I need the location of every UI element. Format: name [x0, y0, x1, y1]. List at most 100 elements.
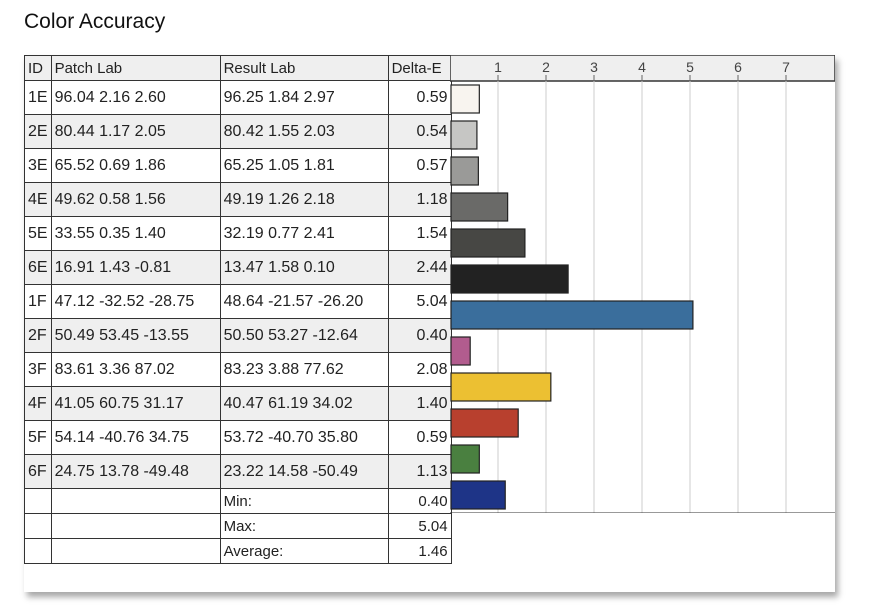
bar-4E	[450, 192, 509, 222]
delta-e: 1.18	[387, 182, 452, 217]
empty-cell	[24, 488, 52, 514]
result-lab: 40.47 61.19 34.02	[219, 386, 389, 421]
table-row: 4F 41.05 60.75 31.17 40.47 61.19 34.02 1.40	[24, 386, 452, 421]
bar-6E	[450, 264, 569, 294]
patch-lab: 80.44 1.17 2.05	[50, 114, 221, 149]
result-lab: 80.42 1.55 2.03	[219, 114, 389, 149]
summary-row: Average: 1.46	[24, 538, 452, 564]
result-lab: 53.72 -40.70 35.80	[219, 420, 389, 455]
patch-id: 2E	[24, 114, 52, 149]
patch-lab: 54.14 -40.76 34.75	[50, 420, 221, 455]
x-tick-label: 4	[638, 59, 646, 75]
delta-e: 1.40	[387, 386, 452, 421]
result-lab: 32.19 0.77 2.41	[219, 216, 389, 251]
table-row: 3E 65.52 0.69 1.86 65.25 1.05 1.81 0.57	[24, 148, 452, 183]
patch-id: 1E	[24, 80, 52, 115]
bar-1F	[450, 300, 694, 330]
bar-3F	[450, 372, 552, 402]
patch-lab: 47.12 -32.52 -28.75	[50, 284, 221, 319]
page-title: Color Accuracy	[24, 10, 166, 33]
patch-lab: 65.52 0.69 1.86	[50, 148, 221, 183]
x-tick-label: 2	[542, 59, 550, 75]
patch-id: 3F	[24, 352, 52, 387]
delta-e: 2.08	[387, 352, 452, 387]
bar-3E	[450, 156, 479, 186]
table-row: 6E 16.91 1.43 -0.81 13.47 1.58 0.10 2.44	[24, 250, 452, 285]
delta-e: 0.57	[387, 148, 452, 183]
color-accuracy-report: ID Patch Lab Result Lab Delta-E 1E 96.04 2.16…	[24, 55, 835, 592]
table-row: 5F 54.14 -40.76 34.75 53.72 -40.70 35.80 0.…	[24, 420, 452, 455]
delta-e: 0.59	[387, 420, 452, 455]
patch-lab: 83.61 3.36 87.02	[50, 352, 221, 387]
table-row: 6F 24.75 13.78 -49.48 23.22 14.58 -50.49 1.…	[24, 454, 452, 489]
bar-1E	[450, 84, 480, 114]
patch-lab: 50.49 53.45 -13.55	[50, 318, 221, 353]
delta-e: 1.54	[387, 216, 452, 251]
patch-id: 1F	[24, 284, 52, 319]
column-header: ID	[24, 55, 52, 81]
patch-lab: 49.62 0.58 1.56	[50, 182, 221, 217]
summary-value: 5.04	[387, 513, 452, 539]
patch-id: 5F	[24, 420, 52, 455]
x-tick-label: 6	[734, 59, 742, 75]
patch-lab: 33.55 0.35 1.40	[50, 216, 221, 251]
patch-id: 6F	[24, 454, 52, 489]
bar-6F	[450, 480, 506, 510]
result-lab: 23.22 14.58 -50.49	[219, 454, 389, 489]
column-header: Result Lab	[219, 55, 389, 81]
bar-4F	[450, 408, 519, 438]
summary-value: 1.46	[387, 538, 452, 564]
x-tick-label: 5	[686, 59, 694, 75]
delta-e: 1.13	[387, 454, 452, 489]
result-lab: 49.19 1.26 2.18	[219, 182, 389, 217]
delta-e: 0.54	[387, 114, 452, 149]
summary-label: Average:	[219, 538, 389, 564]
empty-cell	[50, 513, 221, 539]
x-tick-label: 3	[590, 59, 598, 75]
patch-lab: 96.04 2.16 2.60	[50, 80, 221, 115]
delta-e: 0.59	[387, 80, 452, 115]
table-row: 1E 96.04 2.16 2.60 96.25 1.84 2.97 0.59	[24, 80, 452, 115]
header-row: ID Patch Lab Result Lab Delta-E	[24, 55, 452, 81]
delta-e: 0.40	[387, 318, 452, 353]
delta-e: 2.44	[387, 250, 452, 285]
result-lab: 83.23 3.88 77.62	[219, 352, 389, 387]
patch-lab: 24.75 13.78 -49.48	[50, 454, 221, 489]
result-lab: 96.25 1.84 2.97	[219, 80, 389, 115]
table-row: 5E 33.55 0.35 1.40 32.19 0.77 2.41 1.54	[24, 216, 452, 251]
empty-cell	[50, 538, 221, 564]
x-tick-label: 7	[782, 59, 790, 75]
patch-id: 5E	[24, 216, 52, 251]
delta-e: 5.04	[387, 284, 452, 319]
summary-value: 0.40	[387, 488, 452, 514]
patch-lab: 16.91 1.43 -0.81	[50, 250, 221, 285]
result-lab: 48.64 -21.57 -26.20	[219, 284, 389, 319]
x-tick-label: 1	[494, 59, 502, 75]
patch-id: 4E	[24, 182, 52, 217]
table-row: 2F 50.49 53.45 -13.55 50.50 53.27 -12.64 0.…	[24, 318, 452, 353]
patch-id: 4F	[24, 386, 52, 421]
empty-cell	[24, 513, 52, 539]
patch-lab: 41.05 60.75 31.17	[50, 386, 221, 421]
bar-2E	[450, 120, 478, 150]
result-lab: 13.47 1.58 0.10	[219, 250, 389, 285]
table-row: 3F 83.61 3.36 87.02 83.23 3.88 77.62 2.08	[24, 352, 452, 387]
bar-2F	[450, 336, 471, 366]
summary-label: Min:	[219, 488, 389, 514]
table-row: 1F 47.12 -32.52 -28.75 48.64 -21.57 -26.20…	[24, 284, 452, 319]
column-header: Delta-E	[387, 55, 452, 81]
result-lab: 65.25 1.05 1.81	[219, 148, 389, 183]
summary-row: Max: 5.04	[24, 513, 452, 539]
result-lab: 50.50 53.27 -12.64	[219, 318, 389, 353]
table-row: 4E 49.62 0.58 1.56 49.19 1.26 2.18 1.18	[24, 182, 452, 217]
delta-e-bar-chart: 1 2 3 4 5 6 7	[450, 55, 835, 513]
summary-row: Min: 0.40	[24, 488, 452, 514]
patch-id: 6E	[24, 250, 52, 285]
column-header: Patch Lab	[50, 55, 221, 81]
patch-id: 3E	[24, 148, 52, 183]
empty-cell	[50, 488, 221, 514]
patch-id: 2F	[24, 318, 52, 353]
bar-5F	[450, 444, 480, 474]
lab-table: ID Patch Lab Result Lab Delta-E 1E 96.04 2.16…	[24, 55, 452, 564]
empty-cell	[24, 538, 52, 564]
